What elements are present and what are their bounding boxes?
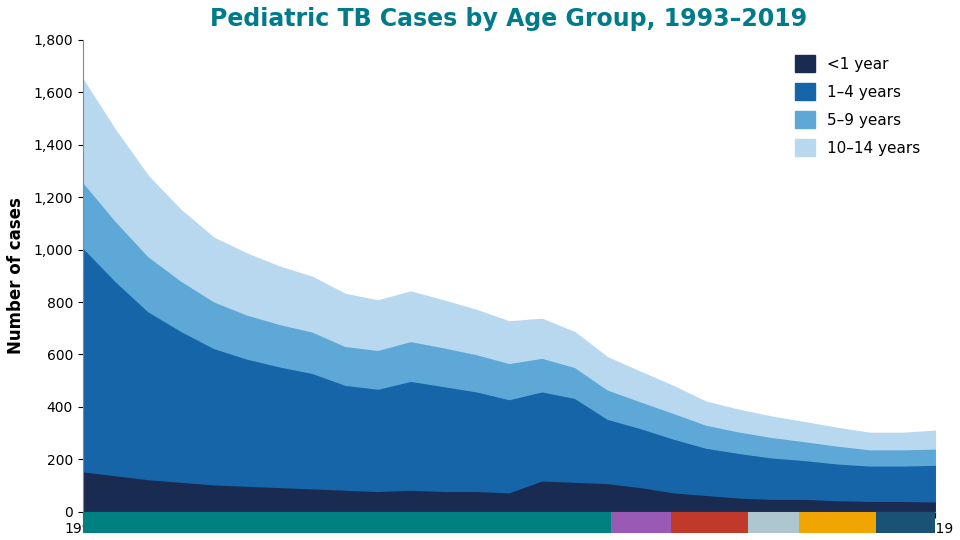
Bar [876, 512, 935, 533]
Bar [748, 512, 799, 533]
Title: Pediatric TB Cases by Age Group, 1993–2019: Pediatric TB Cases by Age Group, 1993–20… [210, 7, 807, 31]
Y-axis label: Number of cases: Number of cases [7, 198, 25, 354]
Legend: <1 year, 1–4 years, 5–9 years, 10–14 years: <1 year, 1–4 years, 5–9 years, 10–14 yea… [787, 48, 927, 164]
Bar [612, 512, 671, 533]
Bar [83, 512, 612, 533]
Bar [671, 512, 748, 533]
Bar [799, 512, 876, 533]
